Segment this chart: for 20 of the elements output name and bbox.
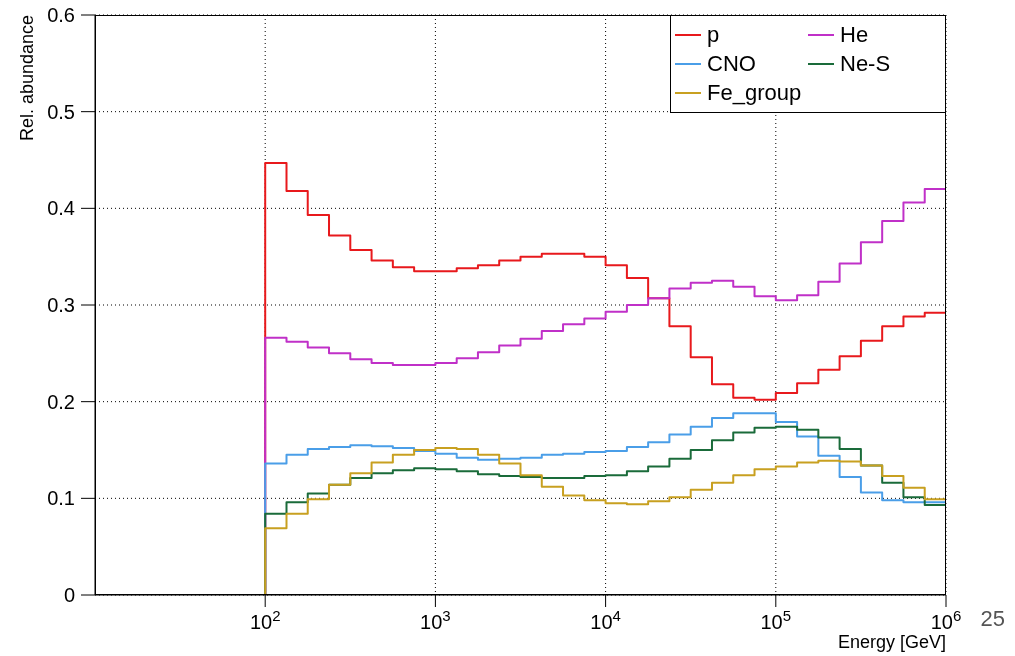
x-tick-label: 10$^{4}$ [590,606,621,633]
legend-label: Ne-S [840,51,891,77]
y-tick-label: 0.2 [47,390,75,413]
y-axis-title: Rel. abundance [17,15,37,142]
x-tick-label: 10$^{2}$ [249,606,281,633]
y-tick-label: 0 [63,584,75,606]
x-tick-label: 10$^{6}$ [930,606,962,633]
legend-label: CNO [707,51,756,77]
legend-label: p [707,22,720,48]
y-tick-label: 0.6 [47,4,75,26]
x-tick-label: 10$^{5}$ [760,606,792,633]
x-tick-label: 10$^{3}$ [420,606,451,633]
legend-label: Fe_group [707,80,802,106]
x-axis-title: Energy [GeV] [837,632,946,652]
y-tick-label: 0.3 [47,294,75,316]
legend-label: He [840,22,869,48]
y-tick-label: 0.5 [47,100,75,123]
y-tick-label: 0.4 [47,197,75,220]
text: 25 [980,606,1005,631]
y-tick-label: 0.1 [47,487,75,510]
